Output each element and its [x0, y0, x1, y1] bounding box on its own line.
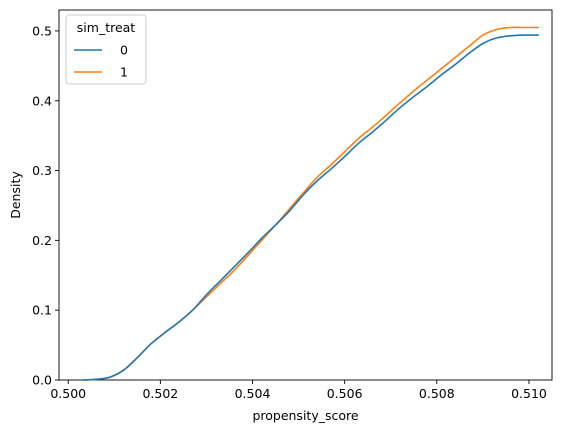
legend-label-series-1: 1: [120, 65, 128, 80]
x-axis-label: propensity_score: [252, 408, 358, 423]
x-axis-ticks: 0.500 0.502 0.504 0.506 0.508 0.510: [50, 380, 547, 401]
y-axis-ticks: 0.0 0.1 0.2 0.3 0.4 0.5: [32, 23, 59, 388]
x-tick-label: 0.502: [142, 386, 178, 401]
legend: sim_treat 0 1: [65, 14, 147, 85]
series-layer: [81, 26, 539, 381]
y-tick-label: 0.4: [32, 93, 52, 108]
plot-area-frame: [58, 9, 553, 381]
y-tick-label: 0.5: [32, 23, 52, 38]
y-tick-label: 0.2: [32, 233, 52, 248]
x-tick-label: 0.500: [50, 386, 86, 401]
y-axis-label: Density: [8, 171, 23, 219]
y-tick-label: 0.0: [32, 373, 52, 388]
x-tick-label: 0.506: [327, 386, 363, 401]
y-tick-label: 0.1: [32, 303, 52, 318]
x-tick-label: 0.504: [235, 386, 271, 401]
legend-title: sim_treat: [77, 20, 136, 35]
x-tick-label: 0.508: [419, 386, 455, 401]
legend-label-series-0: 0: [120, 43, 128, 58]
x-tick-label: 0.510: [511, 386, 547, 401]
y-tick-label: 0.3: [32, 163, 52, 178]
series-line-0: [81, 34, 539, 381]
legend-box: [65, 14, 147, 85]
